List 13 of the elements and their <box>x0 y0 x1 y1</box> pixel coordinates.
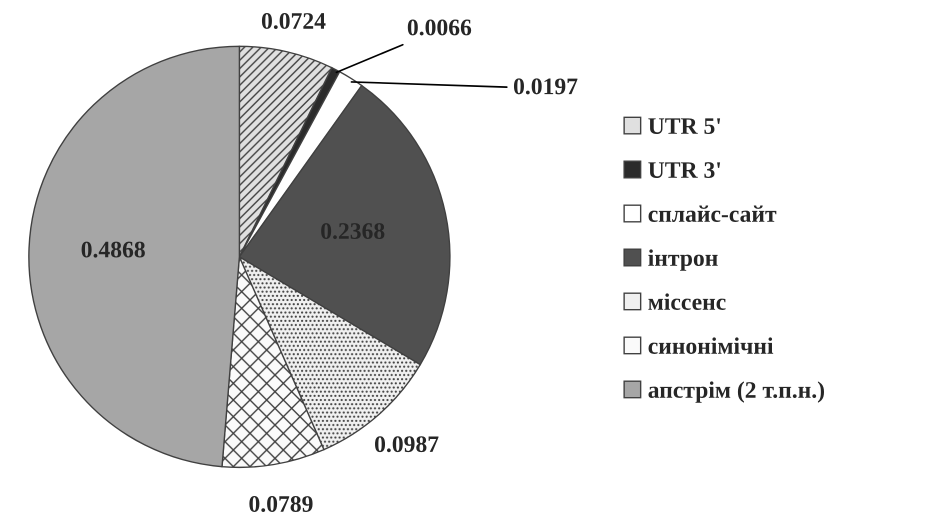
legend-label: інтрон <box>648 249 718 271</box>
legend-label: синонімічні <box>648 337 774 354</box>
data-label: 0.0987 <box>375 436 438 452</box>
legend-label: міссенс <box>648 293 726 310</box>
legend-label: сплайс-сайт <box>648 206 776 222</box>
data-label: 0.0789 <box>249 496 313 512</box>
data-label: 0.0724 <box>262 13 326 30</box>
data-label: 0.4868 <box>82 242 145 258</box>
legend-label: апстрім (2 т.п.н.) <box>648 381 824 403</box>
data-label: 0.0066 <box>408 19 472 36</box>
data-label: 0.0197 <box>514 78 578 94</box>
legend-label: UTR 3' <box>648 162 720 178</box>
legend-label: UTR 5' <box>648 118 720 134</box>
